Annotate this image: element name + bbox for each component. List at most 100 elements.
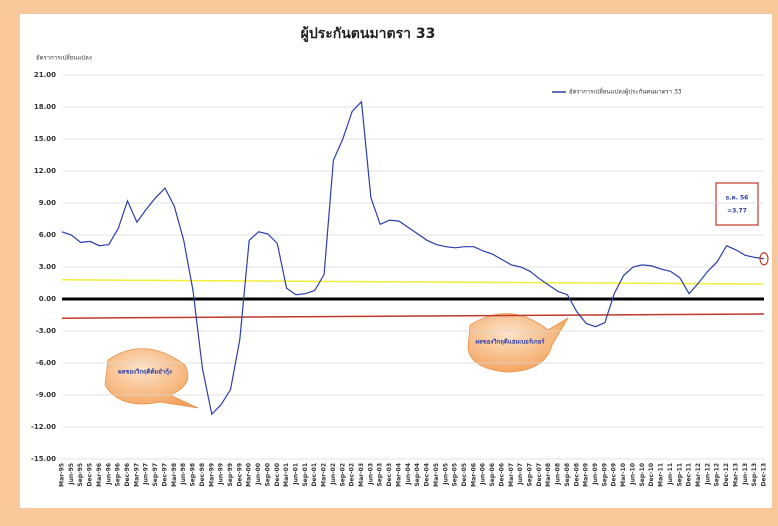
x-tick-label: Mar-12 bbox=[695, 463, 702, 487]
x-tick-label: Jun-02 bbox=[330, 463, 337, 486]
x-tick-label: Mar-04 bbox=[395, 463, 402, 487]
annotation: ผลของวิกฤติแฮมเบอร์เกอร์ bbox=[475, 338, 545, 346]
x-tick-label: Mar-97 bbox=[133, 463, 140, 487]
y-tick-label: 3.00 bbox=[39, 263, 56, 271]
x-tick-label: Dec-04 bbox=[424, 463, 431, 486]
x-tick-label: Sep-96 bbox=[115, 463, 122, 487]
reference-line bbox=[61, 279, 765, 285]
x-tick-label: Mar-02 bbox=[321, 463, 328, 487]
x-tick-label: Jun-04 bbox=[405, 463, 412, 486]
x-tick-label: Jun-07 bbox=[517, 463, 524, 486]
x-tick-label: Dec-10 bbox=[648, 463, 655, 486]
y-tick-label: -6.00 bbox=[36, 359, 56, 367]
x-tick-label: Dec-12 bbox=[723, 463, 730, 486]
x-tick-label: Mar-95 bbox=[59, 463, 66, 487]
x-tick-label: Dec-08 bbox=[573, 463, 580, 486]
x-tick-label: Dec-05 bbox=[461, 463, 468, 486]
x-tick-label: Dec-00 bbox=[274, 463, 281, 486]
y-axis-label: อัตราการเปลี่ยนแปลง bbox=[36, 54, 92, 62]
x-tick-label: Dec-13 bbox=[761, 463, 768, 486]
x-tick-label: Mar-06 bbox=[470, 463, 477, 487]
x-tick-label: Sep-13 bbox=[751, 463, 758, 487]
legend-label: อัตราการเปลี่ยนแปลงผู้ประกันตนมาตรา 33 bbox=[569, 88, 682, 96]
x-tick-label: Jun-10 bbox=[629, 463, 636, 486]
x-tick-label: Dec-09 bbox=[611, 463, 618, 486]
x-tick-label: Jun-11 bbox=[667, 463, 674, 486]
x-tick-label: Dec-07 bbox=[536, 463, 543, 486]
x-tick-label: Dec-98 bbox=[199, 463, 206, 486]
y-tick-label: -9.00 bbox=[36, 391, 56, 399]
x-tick-label: Mar-01 bbox=[283, 463, 290, 487]
x-tick-label: Mar-05 bbox=[433, 463, 440, 487]
x-tick-label: Jun-05 bbox=[442, 463, 449, 486]
x-tick-label: Jun-06 bbox=[480, 463, 487, 486]
x-tick-label: Jun-13 bbox=[742, 463, 749, 486]
y-tick-label: 12.00 bbox=[34, 167, 56, 175]
y-tick-label: -3.00 bbox=[36, 327, 56, 335]
y-tick-label: 21.00 bbox=[34, 71, 56, 79]
x-tick-label: Jun-03 bbox=[367, 463, 374, 486]
x-tick-label: Mar-98 bbox=[171, 463, 178, 487]
x-tick-label: Sep-03 bbox=[377, 463, 384, 487]
y-tick-label: 0.00 bbox=[39, 295, 56, 303]
annotation-value: =3.77 bbox=[727, 208, 747, 215]
highlight-circle bbox=[759, 252, 769, 266]
callouts: ผลของวิกฤติต้มยำกุ้ง ผลของวิกฤติแฮมเบอร์เ… bbox=[104, 182, 759, 409]
x-tick-label: Sep-08 bbox=[564, 463, 571, 487]
x-tick-label: Mar-00 bbox=[246, 463, 253, 487]
x-tick-label: Sep-01 bbox=[302, 463, 309, 487]
callout-bubble bbox=[467, 313, 569, 373]
x-tick-label: Mar-07 bbox=[508, 463, 515, 487]
x-tick-label: Sep-12 bbox=[714, 463, 721, 487]
x-tick-label: Mar-08 bbox=[545, 463, 552, 487]
x-tick-label: Jun-01 bbox=[293, 463, 300, 486]
x-tick-label: Jun-97 bbox=[143, 463, 150, 486]
x-tick-label: Sep-06 bbox=[489, 463, 496, 487]
x-tick-label: Dec-01 bbox=[311, 463, 318, 486]
x-tick-label: Sep-07 bbox=[527, 463, 534, 487]
chart-title: ผู้ประกันตนมาตรา 33 bbox=[301, 26, 436, 42]
x-tick-label: Jun-96 bbox=[105, 463, 112, 486]
x-tick-label: Jun-09 bbox=[592, 463, 599, 486]
x-tick-label: Dec-02 bbox=[349, 463, 356, 486]
x-tick-label: Jun-99 bbox=[218, 463, 225, 486]
x-tick-label: Dec-03 bbox=[386, 463, 393, 486]
x-tick-label: Dec-97 bbox=[161, 463, 168, 486]
reference-line bbox=[61, 313, 765, 319]
x-tick-label: Sep-95 bbox=[77, 463, 84, 487]
chart-area bbox=[20, 14, 772, 508]
x-tick-label: Sep-97 bbox=[152, 463, 159, 487]
x-tick-label: Dec-06 bbox=[498, 463, 505, 486]
x-tick-label: Jun-08 bbox=[555, 463, 562, 486]
x-tick-label: Mar-99 bbox=[208, 463, 215, 487]
y-tick-label: 15.00 bbox=[34, 135, 56, 143]
x-tick-label: Jun-95 bbox=[68, 463, 75, 486]
annotation: ธ.ค. 56 bbox=[726, 195, 749, 202]
x-tick-label: Dec-96 bbox=[124, 463, 131, 486]
x-tick-label: Sep-99 bbox=[227, 463, 234, 487]
x-tick-label: Sep-10 bbox=[639, 463, 646, 487]
y-tick-label: 9.00 bbox=[39, 199, 56, 207]
x-tick-label: Sep-09 bbox=[601, 463, 608, 487]
x-tick-label: Sep-98 bbox=[190, 463, 197, 487]
x-tick-label: Sep-02 bbox=[339, 463, 346, 487]
x-tick-label: Jun-12 bbox=[704, 463, 711, 486]
y-tick-label: -15.00 bbox=[31, 455, 56, 463]
x-tick-label: Dec-95 bbox=[87, 463, 94, 486]
x-tick-label: Mar-13 bbox=[732, 463, 739, 487]
x-tick-label: Mar-10 bbox=[620, 463, 627, 487]
x-tick-label: Jun-98 bbox=[180, 463, 187, 486]
x-tick-label: Mar-09 bbox=[583, 463, 590, 487]
y-tick-label: 18.00 bbox=[34, 103, 56, 111]
x-tick-label: Sep-11 bbox=[676, 463, 683, 487]
x-tick-label: Dec-99 bbox=[236, 463, 243, 486]
x-tick-label: Mar-03 bbox=[358, 463, 365, 487]
y-tick-label: 6.00 bbox=[39, 231, 56, 239]
x-tick-label: Sep-04 bbox=[414, 463, 421, 487]
x-tick-label: Dec-11 bbox=[686, 463, 693, 486]
x-tick-label: Mar-11 bbox=[658, 463, 665, 487]
x-tick-label: Mar-96 bbox=[96, 463, 103, 487]
x-tick-label: Sep-00 bbox=[264, 463, 271, 487]
